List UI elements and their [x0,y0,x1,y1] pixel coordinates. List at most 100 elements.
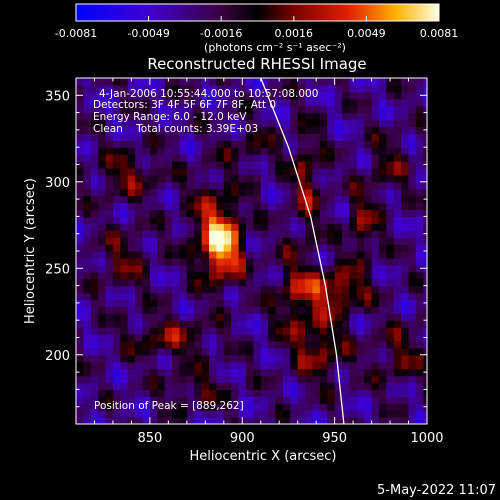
heatmap-cell [401,292,410,301]
heatmap-cell [260,98,269,107]
heatmap-cell [393,382,402,390]
heatmap-cell [386,174,395,183]
heatmap-cell [312,98,321,107]
heatmap-cell [415,223,424,231]
heatmap-cell [201,154,210,162]
heatmap-cell [112,174,121,183]
heatmap-cell [415,140,424,148]
heatmap-cell [260,361,269,370]
heatmap-cell [245,209,254,217]
heatmap-cell [98,105,107,114]
heatmap-cell [312,347,321,356]
heatmap-cell [364,209,373,217]
heatmap-cell [393,278,402,287]
heatmap-cell [164,216,173,224]
heatmap-cell [260,244,269,252]
heatmap-cell [194,410,203,418]
heatmap-cell [223,264,232,273]
heatmap-cell [149,299,158,307]
heatmap-cell [209,292,217,301]
heatmap-cell [164,140,173,148]
heatmap-cell [268,285,277,294]
heatmap-cell [142,264,151,273]
heatmap-cell [98,202,107,211]
heatmap-cell [371,396,380,404]
heatmap-cell [290,403,299,411]
heatmap-cell [201,257,210,266]
heatmap-cell [319,327,328,335]
heatmap-cell [290,375,299,384]
heatmap-cell [371,264,380,273]
heatmap-cell [393,271,402,280]
heatmap-cell [356,278,365,287]
heatmap-cell [297,91,306,100]
heatmap-cell [201,403,210,411]
heatmap-cell [334,91,343,100]
heatmap-cell [342,251,351,259]
heatmap-cell [312,354,321,363]
heatmap-cell [386,257,395,266]
heatmap-cell [112,91,121,100]
heatmap-cell [305,105,314,114]
heatmap-cell [98,154,107,162]
heatmap-cell [186,410,195,418]
heatmap-cell [290,410,299,418]
heatmap-cell [319,306,328,314]
heatmap-cell [209,126,217,134]
heatmap-cell [319,133,328,141]
heatmap-cell [201,292,210,301]
heatmap-cell [142,327,151,335]
heatmap-cell [98,396,107,404]
heatmap-cell [319,278,328,287]
heatmap-cell [408,251,417,259]
heatmap-cell [415,147,424,155]
heatmap-cell [386,140,395,148]
heatmap-cell [135,84,144,93]
heatmap-cell [90,375,99,384]
heatmap-cell [319,174,328,183]
heatmap-cell [305,382,314,390]
heatmap-cell [305,237,314,245]
heatmap-cell [245,313,254,321]
heatmap-cell [401,202,410,211]
colorbar-tick-label: 0.0016 [275,27,314,40]
heatmap-cell [127,347,136,356]
heatmap-cell [201,147,210,155]
heatmap-cell [76,257,84,266]
heatmap-cell [327,78,336,86]
heatmap-cell [231,264,240,273]
heatmap-cell [393,230,402,238]
heatmap-cell [386,389,395,397]
heatmap-cell [297,354,306,363]
heatmap-cell [423,174,427,183]
heatmap-cell [157,174,166,183]
heatmap-cell [76,188,84,197]
heatmap-cell [216,271,225,280]
heatmap-cell [231,403,240,411]
heatmap-cell [238,306,247,314]
heatmap-cell [83,91,92,100]
heatmap-cell [127,257,136,266]
heatmap-cell [245,147,254,155]
heatmap-cell [334,396,343,404]
heatmap-cell [194,278,203,287]
heatmap-cell [105,133,114,141]
heatmap-cell [334,167,343,176]
heatmap-cell [127,292,136,301]
heatmap-cell [275,133,284,141]
heatmap-cell [149,264,158,273]
heatmap-cell [342,147,351,155]
heatmap-cell [356,417,365,424]
heatmap-cell [378,126,387,134]
heatmap-cell [120,112,129,121]
heatmap-cell [268,91,277,100]
heatmap-cell [238,181,247,190]
heatmap-cell [142,417,151,424]
heatmap-cell [342,223,351,231]
heatmap-cell [253,181,262,190]
heatmap-cell [364,320,373,328]
heatmap-cell [275,216,284,224]
heatmap-cell [408,105,417,114]
heatmap-cell [98,78,107,86]
heatmap-cell [423,147,427,155]
